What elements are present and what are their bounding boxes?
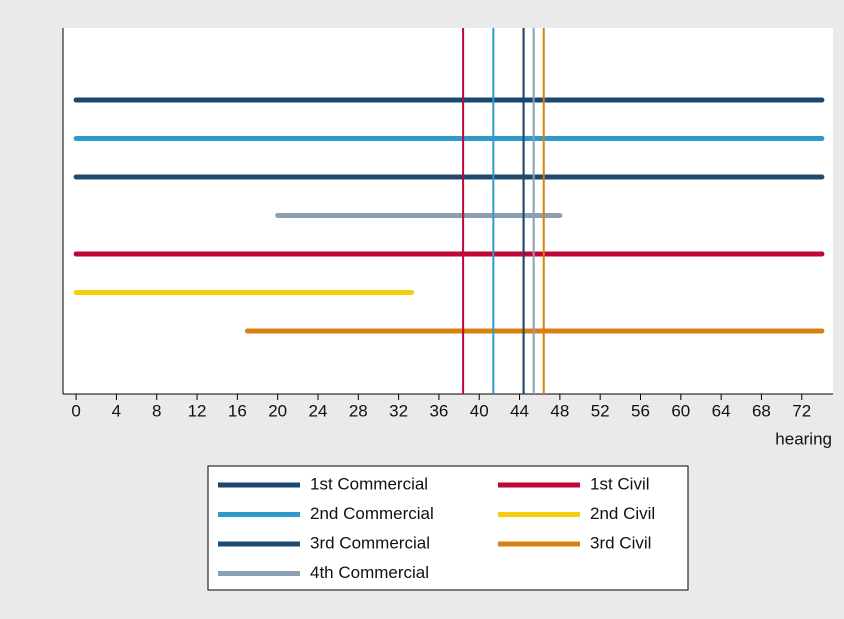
x-axis-label: hearing — [775, 429, 832, 448]
plot-area — [63, 28, 833, 394]
x-tick-label: 28 — [349, 401, 368, 420]
x-tick-label: 4 — [112, 401, 121, 420]
x-tick-label: 48 — [550, 401, 569, 420]
x-tick-label: 64 — [712, 401, 731, 420]
x-tick-label: 32 — [389, 401, 408, 420]
legend-label: 2nd Civil — [590, 504, 655, 523]
x-tick-label: 8 — [152, 401, 161, 420]
legend-label: 3rd Commercial — [310, 533, 430, 552]
legend-label: 1st Commercial — [310, 474, 428, 493]
x-tick-label: 16 — [228, 401, 247, 420]
legend-label: 1st Civil — [590, 474, 650, 493]
legend-label: 2nd Commercial — [310, 504, 434, 523]
x-tick-label: 40 — [470, 401, 489, 420]
x-tick-label: 56 — [631, 401, 650, 420]
x-tick-label: 20 — [268, 401, 287, 420]
x-tick-label: 60 — [671, 401, 690, 420]
x-tick-label: 0 — [71, 401, 80, 420]
x-tick-label: 68 — [752, 401, 771, 420]
x-tick-label: 36 — [429, 401, 448, 420]
x-tick-label: 72 — [792, 401, 811, 420]
x-tick-label: 44 — [510, 401, 529, 420]
legend-label: 4th Commercial — [310, 563, 429, 582]
x-tick-label: 12 — [188, 401, 207, 420]
x-tick-label: 24 — [309, 401, 328, 420]
legend-label: 3rd Civil — [590, 533, 651, 552]
x-tick-label: 52 — [591, 401, 610, 420]
